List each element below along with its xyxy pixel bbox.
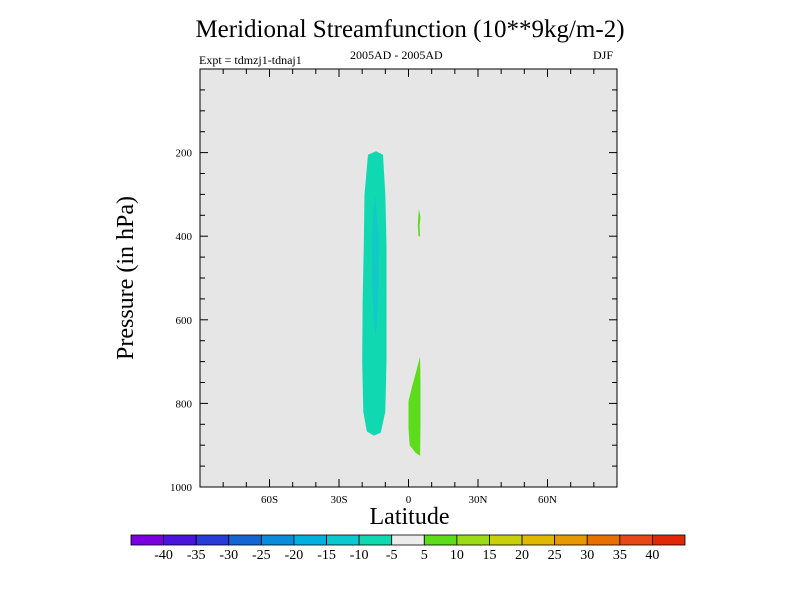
colorbar-label: 30 (580, 548, 594, 563)
colorbar-swatch (163, 534, 197, 546)
x-tick-label: 0 (406, 494, 412, 506)
colorbar-swatch (228, 534, 262, 546)
colorbar-label: 40 (645, 548, 659, 563)
x-tick-label: 30S (330, 494, 347, 506)
contour-positive-cell-upper (417, 209, 421, 237)
colorbar-label: -20 (285, 548, 304, 563)
experiment-label: Expt = tdmzj1-tdnaj1 (199, 53, 302, 67)
colorbar-swatch (619, 534, 653, 546)
colorbar-label: -15 (317, 548, 336, 563)
colorbar-swatch (521, 534, 556, 546)
colorbar-label: -40 (154, 548, 173, 563)
colorbar-swatch (423, 534, 458, 546)
colorbar-swatch (652, 534, 686, 546)
colorbar-label: 5 (421, 548, 428, 563)
y-tick-label: 800 (176, 398, 193, 410)
period-label: 2005AD - 2005AD (350, 48, 443, 62)
colorbar-label: -30 (219, 548, 238, 563)
colorbar-label: 35 (613, 548, 627, 563)
colorbar-label: 25 (548, 548, 562, 563)
colorbar-label: -10 (350, 548, 369, 563)
colorbar-label: 20 (515, 548, 529, 563)
colorbar-swatch (195, 534, 230, 546)
colorbar-swatch (456, 534, 490, 546)
season-label: DJF (593, 48, 614, 62)
colorbar-swatch (586, 534, 621, 546)
y-tick-label: 200 (176, 148, 193, 160)
colorbar-label: -5 (386, 548, 398, 563)
colorbar-swatch (293, 534, 327, 546)
colorbar-label: 10 (450, 548, 464, 563)
colorbar-swatch (260, 534, 295, 546)
colorbar-label: -35 (187, 548, 206, 563)
y-axis-title: Pressure (in hPa) (113, 196, 139, 360)
colorbar-swatch (358, 534, 393, 546)
contour-negative-cell-inner (371, 194, 379, 337)
contour-positive-cell-lower (408, 356, 421, 456)
colorbar-swatch (326, 534, 360, 546)
chart-title: Meridional Streamfunction (10**9kg/m-2) (195, 16, 625, 43)
y-tick-label: 1000 (170, 482, 193, 494)
colorbar-label: 15 (482, 548, 496, 563)
x-axis-title: Latitude (370, 504, 450, 530)
colorbar-label: -25 (252, 548, 271, 563)
y-tick-label: 600 (176, 315, 193, 327)
y-tick-label: 400 (176, 231, 193, 243)
colorbar-swatch (554, 534, 588, 546)
colorbar-swatch (130, 534, 164, 546)
colorbar-swatch (489, 534, 523, 546)
colorbar-swatch (391, 534, 425, 546)
x-tick-label: 30N (469, 494, 488, 506)
x-tick-label: 60N (538, 494, 557, 506)
x-tick-label: 60S (261, 494, 278, 506)
